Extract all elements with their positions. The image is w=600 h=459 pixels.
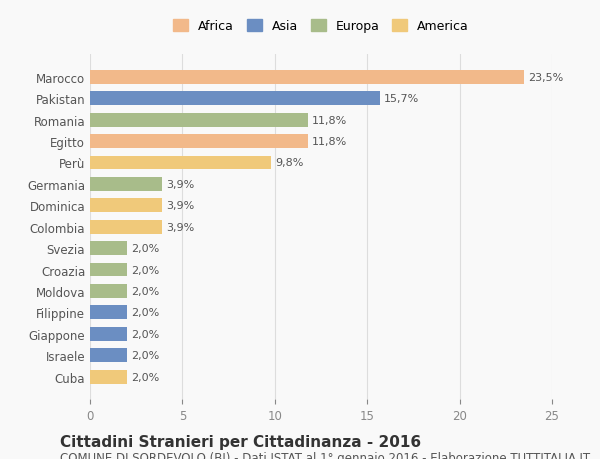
Bar [90, 284, 127, 298]
Bar [90, 220, 162, 234]
Bar [90, 327, 127, 341]
Bar [90, 113, 308, 127]
Text: 23,5%: 23,5% [528, 73, 563, 83]
Text: 15,7%: 15,7% [384, 94, 419, 104]
Bar [90, 92, 380, 106]
Text: Cittadini Stranieri per Cittadinanza - 2016: Cittadini Stranieri per Cittadinanza - 2… [60, 434, 421, 449]
Text: 3,9%: 3,9% [166, 222, 194, 232]
Legend: Africa, Asia, Europa, America: Africa, Asia, Europa, America [170, 17, 472, 37]
Bar [90, 370, 127, 384]
Text: 2,0%: 2,0% [131, 372, 159, 382]
Bar [90, 71, 524, 84]
Text: 3,9%: 3,9% [166, 201, 194, 211]
Bar [90, 348, 127, 362]
Text: 2,0%: 2,0% [131, 286, 159, 296]
Text: 2,0%: 2,0% [131, 350, 159, 360]
Text: COMUNE DI SORDEVOLO (BI) - Dati ISTAT al 1° gennaio 2016 - Elaborazione TUTTITAL: COMUNE DI SORDEVOLO (BI) - Dati ISTAT al… [60, 451, 590, 459]
Text: 2,0%: 2,0% [131, 244, 159, 253]
Bar [90, 135, 308, 149]
Text: 9,8%: 9,8% [275, 158, 303, 168]
Bar [90, 306, 127, 319]
Bar [90, 199, 162, 213]
Text: 11,8%: 11,8% [312, 137, 347, 147]
Text: 3,9%: 3,9% [166, 179, 194, 190]
Text: 2,0%: 2,0% [131, 329, 159, 339]
Bar [90, 156, 271, 170]
Text: 11,8%: 11,8% [312, 115, 347, 125]
Bar [90, 178, 162, 191]
Text: 2,0%: 2,0% [131, 265, 159, 275]
Text: 2,0%: 2,0% [131, 308, 159, 318]
Bar [90, 241, 127, 256]
Bar [90, 263, 127, 277]
